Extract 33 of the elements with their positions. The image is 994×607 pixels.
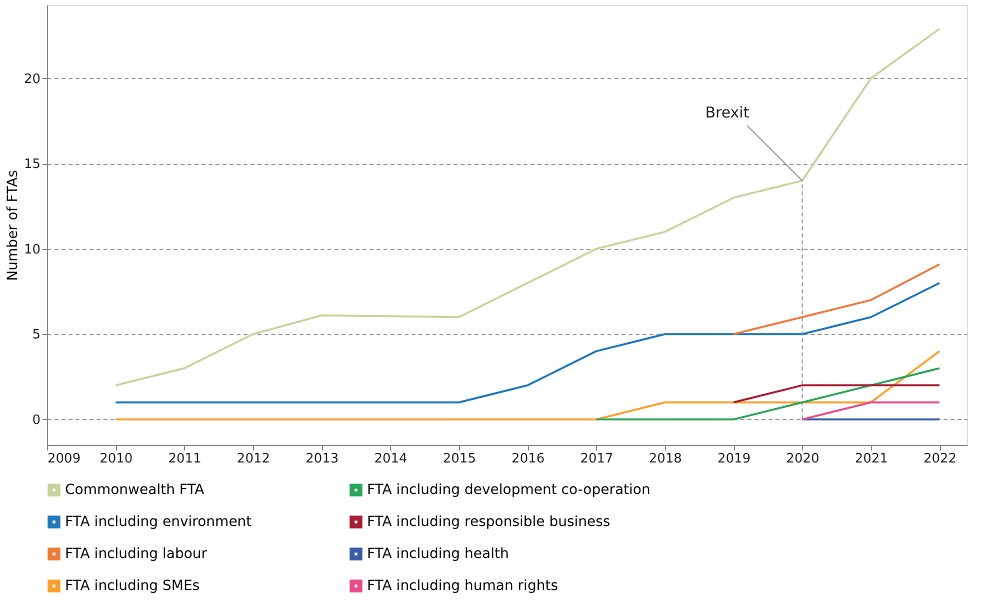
y-tick-label: 10: [24, 242, 40, 258]
y-tick-label: 15: [24, 157, 40, 172]
x-tick-label: 2010: [100, 452, 133, 466]
x-tick-label: 2012: [236, 452, 270, 466]
line-series: [595, 367, 941, 420]
legend-label: FTA including environment: [65, 514, 252, 530]
line-series: [732, 263, 941, 336]
x-tick-label: 2011: [168, 452, 202, 466]
line-series: [114, 28, 941, 386]
legend-label: FTA including labour: [65, 546, 208, 562]
x-tick-label: 2016: [512, 452, 545, 466]
x-tick-label: 2014: [374, 452, 408, 466]
line-series: [114, 282, 941, 404]
x-tick-label: 2020: [786, 452, 820, 466]
annotation: Brexit: [705, 104, 750, 122]
legend-label: FTA including human rights: [367, 578, 558, 594]
legend-label: FTA including health: [367, 546, 509, 562]
y-tick-label: 20: [24, 72, 40, 87]
x-tick-label: 2013: [306, 452, 339, 466]
legend-label: FTA including SMEs: [65, 578, 200, 594]
y-axis-title: Number of FTAs: [4, 170, 21, 281]
x-tick-label: 2019: [718, 452, 751, 466]
legend-label: FTA including development co-operation: [367, 482, 650, 498]
y-tick-label: 0: [32, 412, 40, 428]
legend-label: Commonwealth FTA: [65, 482, 205, 498]
x-tick-label: 2018: [648, 452, 682, 466]
x-tick-label: 2015: [442, 452, 476, 466]
x-tick-label: 2022: [923, 452, 957, 466]
legend-label: FTA including responsible business: [367, 514, 610, 530]
x-tick-label: 2021: [854, 452, 888, 466]
x-tick-label: 2009: [48, 452, 81, 466]
y-tick-label: 5: [32, 328, 40, 343]
x-tick-label: 2017: [580, 452, 614, 466]
